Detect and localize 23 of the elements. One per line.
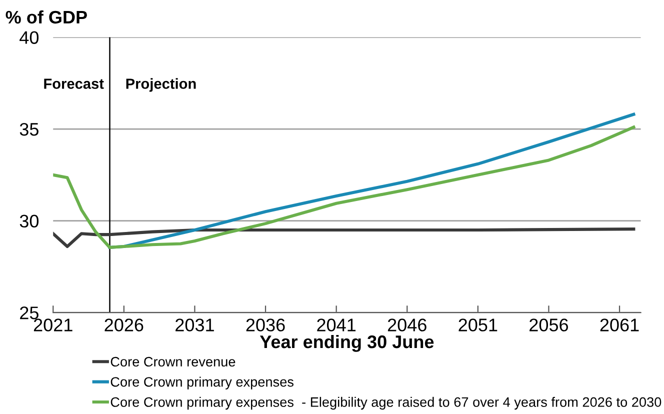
x-tick-label: 2021	[34, 318, 72, 332]
x-tick-label: 2051	[458, 318, 498, 332]
x-tick-label: 2031	[176, 318, 214, 332]
annotation: Forecast	[44, 78, 104, 89]
y-tick-label: 35	[20, 122, 38, 136]
line-series	[108, 112, 636, 249]
x-tick-label: 2056	[530, 318, 568, 332]
legend-label: Core Crown revenue	[110, 356, 236, 367]
x-tick-label: 2026	[104, 318, 144, 332]
x-tick-label: 2061	[600, 318, 639, 332]
x-tick-label: 2041	[317, 318, 356, 332]
legend-label: Core Crown primary expenses - Elegibility age raised to 67 over 4 years from 2026 to 2030	[110, 396, 662, 410]
line-series	[53, 228, 636, 248]
annotation: Projection	[126, 78, 196, 92]
x-tick-label: 2036	[246, 318, 285, 332]
legend-label: Core Crown primary expenses	[110, 376, 294, 390]
y-tick-label: 30	[20, 214, 39, 228]
y-tick-label: 25	[20, 306, 38, 320]
y-tick-label: 40	[20, 31, 39, 44]
x-axis-title: Year ending 30 June	[260, 334, 434, 352]
y-axis-title: % of GDP	[6, 10, 87, 24]
x-tick-label: 2046	[388, 318, 426, 332]
line-series	[53, 126, 636, 249]
